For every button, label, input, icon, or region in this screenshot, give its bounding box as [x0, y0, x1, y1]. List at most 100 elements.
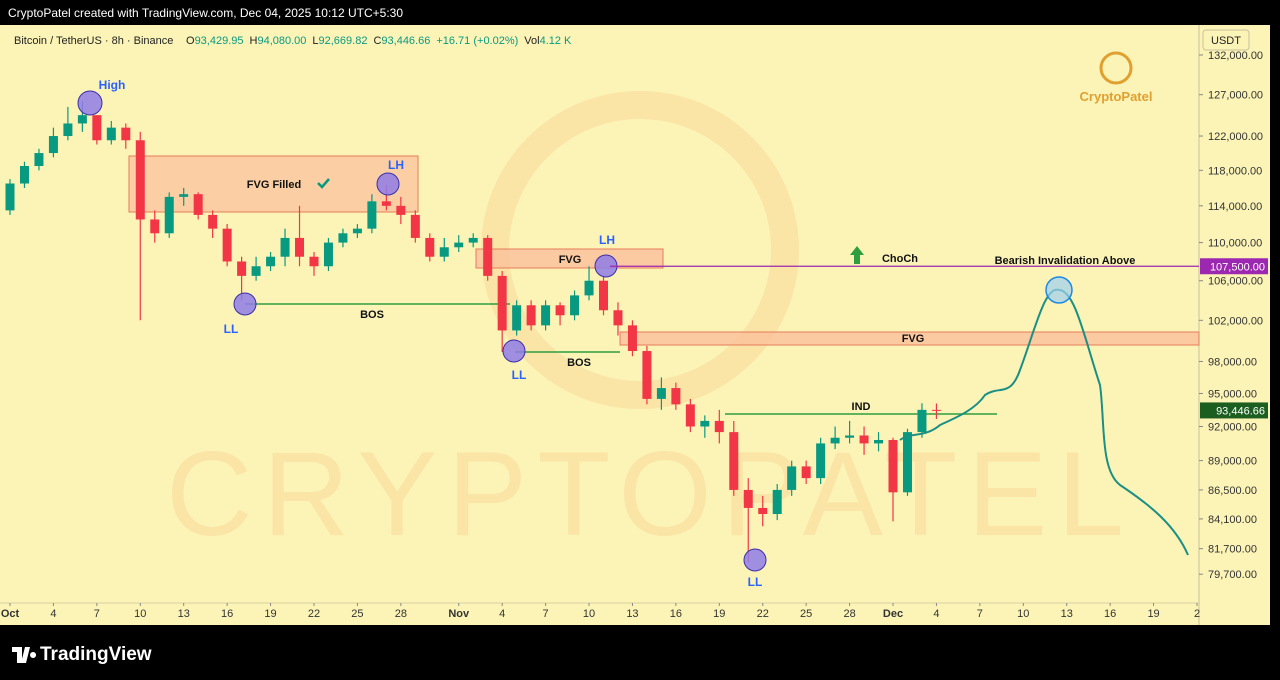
- x-tick-label: 22: [308, 608, 320, 620]
- y-tick-label: 106,000.00: [1208, 276, 1263, 288]
- chart-bg: [0, 25, 1270, 625]
- candle-body: [222, 228, 232, 262]
- candle-body: [917, 409, 927, 433]
- candle-body: [208, 214, 218, 229]
- candle-body: [888, 440, 898, 493]
- candle-body: [714, 420, 724, 433]
- candle-body: [309, 256, 319, 267]
- x-tick-label: 10: [583, 608, 595, 620]
- candle-body: [121, 127, 131, 141]
- price-tag: [1200, 402, 1268, 419]
- choch-arrow: [850, 246, 864, 264]
- x-tick-label: 10: [134, 608, 146, 620]
- candle-body: [584, 280, 594, 296]
- annotation: Bearish Invalidation Above: [995, 255, 1136, 267]
- legend-key: C: [373, 35, 381, 47]
- candle-body: [512, 305, 522, 331]
- x-tick-label: 16: [221, 608, 233, 620]
- y-tick-label: 79,700.00: [1208, 569, 1257, 581]
- currency-box: [1202, 29, 1250, 51]
- candle-body: [266, 256, 276, 267]
- x-tick-label: 13: [1061, 608, 1073, 620]
- candle-body: [671, 388, 681, 405]
- y-tick-label: 95,000.00: [1208, 388, 1257, 400]
- legend-value: 92,669.82: [319, 35, 368, 47]
- legend-value: +16.71 (+0.02%): [436, 35, 518, 47]
- candle-body: [164, 196, 174, 234]
- candle-body: [845, 435, 855, 438]
- candle-body: [381, 201, 391, 206]
- x-tick-label: 25: [800, 608, 812, 620]
- candle-body: [425, 237, 435, 257]
- candles: [5, 101, 941, 563]
- x-tick-label: 16: [670, 608, 682, 620]
- x-tick-label: 7: [977, 608, 983, 620]
- x-tick-label: 28: [395, 608, 407, 620]
- candle-body: [497, 275, 507, 331]
- candle-body: [454, 242, 464, 248]
- candle-body: [613, 310, 623, 326]
- candle-body: [251, 266, 261, 276]
- candle-body: [874, 440, 884, 444]
- candle-body: [526, 305, 536, 326]
- x-tick-label: 19: [264, 608, 276, 620]
- candle-body: [367, 201, 377, 229]
- annotation: BOS: [360, 309, 384, 321]
- candle-body: [555, 305, 565, 316]
- swing-marker: [502, 339, 526, 363]
- x-tick-label: Dec: [883, 608, 903, 620]
- candle-body: [352, 228, 362, 234]
- x-tick-label: 13: [626, 608, 638, 620]
- candle-body: [700, 420, 710, 427]
- logo: CryptoPatel: [1080, 89, 1153, 104]
- candle-body: [295, 237, 305, 257]
- annotation: LL: [512, 368, 527, 382]
- annotation: ChoCh: [882, 253, 918, 265]
- y-tick-label: 127,000.00: [1208, 90, 1263, 102]
- candle-body: [323, 242, 333, 267]
- candle-body: [468, 237, 478, 243]
- candle-body: [483, 237, 493, 276]
- fvg-zone: [619, 331, 1200, 346]
- candle-body: [541, 305, 551, 326]
- x-tick-label: 25: [351, 608, 363, 620]
- legend-value: 93,429.95: [195, 35, 244, 47]
- x-tick-label: 22: [757, 608, 769, 620]
- candle-body: [92, 115, 102, 141]
- candle-body: [627, 325, 637, 352]
- currency: USDT: [1211, 35, 1241, 47]
- y-tick-label: 102,000.00: [1208, 315, 1263, 327]
- x-tick-label: 4: [50, 608, 56, 620]
- y-tick-label: 114,000.00: [1208, 201, 1262, 213]
- target-marker: [1045, 276, 1073, 304]
- check-mark: [317, 178, 330, 189]
- y-tick-label: 118,000.00: [1208, 165, 1262, 177]
- legend-value: 4.12 K: [540, 35, 572, 47]
- annotation: LH: [388, 158, 404, 172]
- x-tick-label: 7: [543, 608, 549, 620]
- candle-body: [439, 247, 449, 257]
- legend-value: 93,446.66: [381, 35, 430, 47]
- candle-body: [48, 136, 58, 154]
- candle-body: [685, 404, 695, 427]
- candle-body: [150, 219, 160, 234]
- candle-body: [787, 466, 797, 490]
- candle-body: [859, 435, 869, 444]
- legend-key: L: [312, 35, 318, 47]
- y-tick-label: 110,000.00: [1208, 238, 1262, 250]
- legend-value: 94,080.00: [257, 35, 306, 47]
- ohlc-legend: O 93,429.95 H 94,080.00 L 92,669.82 C 93,446.66…: [186, 35, 572, 47]
- annotation: FVG: [559, 254, 582, 266]
- candle-body: [816, 443, 826, 479]
- candle-body: [19, 165, 29, 184]
- annotation: IND: [852, 401, 871, 413]
- candle-body: [193, 194, 203, 215]
- annotation: LH: [599, 233, 615, 247]
- annotation: FVG: [902, 333, 925, 345]
- x-tick-label: Oct: [1, 608, 20, 620]
- attribution: CryptoPatel created with TradingView.com…: [8, 6, 403, 20]
- candle-body: [902, 432, 912, 493]
- candle-body: [179, 194, 189, 197]
- x-tick-label: 28: [843, 608, 855, 620]
